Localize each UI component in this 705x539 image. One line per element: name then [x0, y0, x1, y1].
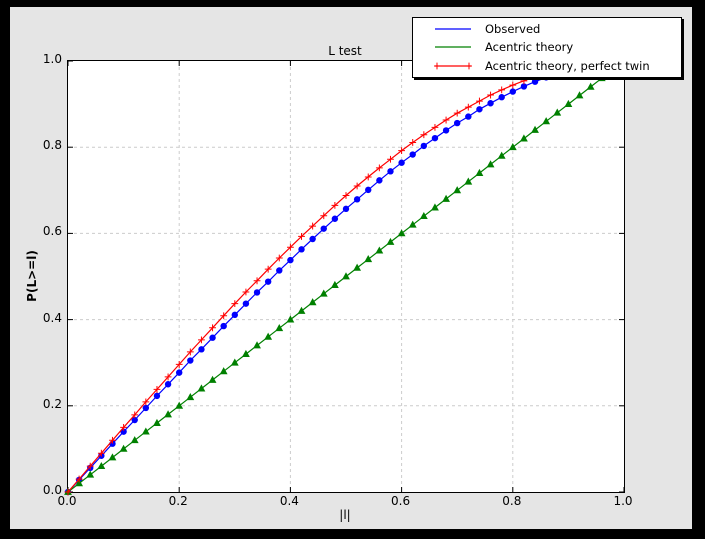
y-tick-label: 0.4: [42, 310, 62, 325]
legend: Observed Acentric theory Acentric theory…: [412, 17, 682, 78]
x-tick-label: 0.2: [168, 494, 188, 508]
legend-entry-acentric-theory: Acentric theory: [413, 38, 681, 56]
x-tick-label: 0.4: [279, 494, 299, 508]
legend-label-perfect-twin: Acentric theory, perfect twin: [485, 58, 650, 73]
y-axis-label: P(L>=l): [25, 250, 39, 302]
y-tick-label: 0.6: [42, 224, 62, 239]
figure-canvas: L test 0.0 0.2 0.4 0.6 0.8 1.0 0.0 0.2 0.4 0.6 0.…: [10, 7, 692, 529]
y-tick-label: 0.8: [42, 138, 62, 153]
plot-canvas: [64, 56, 628, 496]
plot-area: [64, 56, 628, 496]
legend-entry-perfect-twin: Acentric theory, perfect twin: [413, 57, 681, 75]
plot-title: L test: [328, 44, 362, 58]
y-tick-label: 0.2: [42, 396, 62, 411]
x-axis-label: |l|: [339, 508, 351, 522]
x-tick-label: 0.0: [57, 494, 77, 508]
y-tick-label: 1.0: [42, 52, 62, 66]
legend-line-observed: [435, 28, 471, 30]
legend-label-observed: Observed: [485, 22, 541, 37]
legend-line-perfect-twin: [434, 62, 472, 70]
y-tick-label: 0.0: [42, 483, 62, 497]
x-tick-label: 0.8: [502, 494, 522, 508]
legend-line-acentric-theory: [435, 46, 471, 49]
x-tick-label: 1.0: [613, 494, 633, 508]
x-tick-label: 0.6: [391, 494, 411, 508]
legend-label-acentric-theory: Acentric theory: [485, 40, 574, 55]
legend-entry-observed: Observed: [413, 20, 681, 38]
